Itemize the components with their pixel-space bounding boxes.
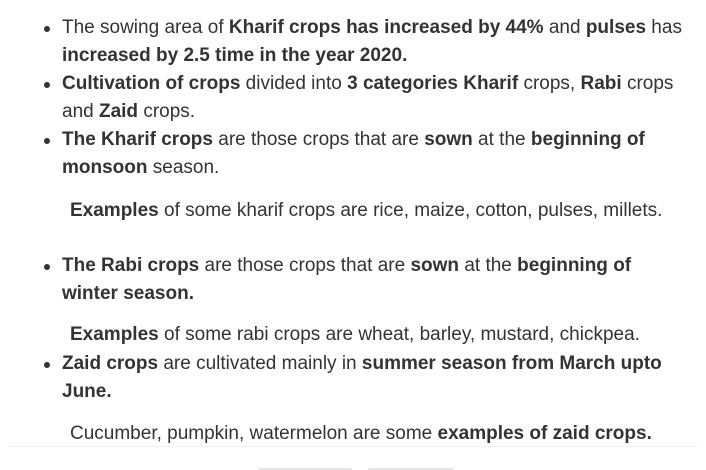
zaid-examples-paragraph: Cucumber, pumpkin, watermelon are some e… [8,420,698,448]
bold-text: Examples [70,324,159,345]
bold-text: Zaid crops [62,353,159,374]
paragraph-text: Cucumber, pumpkin, watermelon are some e… [70,423,652,444]
list-item-text: The Kharif crops are those crops that ar… [62,129,645,178]
paragraph-text: Examples of some rabi crops are wheat, b… [70,324,640,345]
list-item-text: Cultivation of crops divided into 3 cate… [62,73,673,122]
list-item-text: The Rabi crops are those crops that are … [62,255,631,304]
list-item-kharif-crops: The Kharif crops are those crops that ar… [0,126,682,182]
text-run: at the [472,129,531,150]
bold-text: Zaid [98,101,139,122]
text-run: at the [459,255,518,276]
bold-text: Rabi [580,73,622,94]
text-run: are cultivated mainly in [158,353,362,374]
bullet-dot [44,138,50,144]
list-item-zaid-crops: Zaid crops are cultivated mainly in summ… [0,350,682,406]
bold-text: sown [410,255,460,276]
bold-text: The Kharif crops [62,129,213,150]
bold-text: summer season from March upto June. [62,353,662,402]
button-edge[interactable] [368,468,454,470]
bold-text: beginning of monsoon [62,129,645,178]
bold-text: increased by 2.5 time in the year 2020. [62,45,408,66]
list-item-rabi-crops: The Rabi crops are those crops that are … [0,252,682,308]
bullet-dot [44,362,50,368]
bold-text: Cultivation of crops [62,73,241,94]
bullet-dot [44,26,50,32]
kharif-examples-paragraph: Examples of some kharif crops are rice, … [8,197,698,225]
text-run: season. [147,157,220,178]
text-run: of some kharif crops are rice, maize, co… [158,200,663,221]
divider [8,446,698,447]
text-run: of some rabi crops are wheat, barley, mu… [158,324,640,345]
bold-text: Examples [70,200,159,221]
bold-text: sown [424,129,473,150]
list-item-text: Zaid crops are cultivated mainly in summ… [62,353,662,402]
bold-text: pulses [585,17,647,38]
button-edge[interactable] [258,468,352,470]
list-item-cultivation-categories: Cultivation of crops divided into 3 cate… [0,70,682,126]
text-run: are those crops that are [199,255,411,276]
bullet-list-crop-facts: The sowing area of Kharif crops has incr… [0,14,706,182]
rabi-examples-paragraph: Examples of some rabi crops are wheat, b… [8,321,698,349]
text-run: Cucumber, pumpkin, watermelon are some [70,423,438,444]
text-run: The sowing area of [62,17,229,38]
text-run: crops, [518,73,581,94]
list-item-sowing-area: The sowing area of Kharif crops has incr… [0,14,682,70]
text-run: and [543,17,586,38]
bullet-dot [44,264,50,270]
text-run: has [646,17,682,38]
bold-text: examples of zaid crops. [437,423,652,444]
text-run: crops. [138,101,196,122]
text-run: crops and [62,73,674,122]
text-run: divided into [240,73,348,94]
bold-text: beginning of winter season. [62,255,632,304]
bold-text: Kharif crops has increased by 44% [228,17,544,38]
text-run: are those crops that are [212,129,425,150]
bullet-list-rabi: The Rabi crops are those crops that are … [0,252,706,308]
list-item-text: The sowing area of Kharif crops has incr… [62,17,682,66]
bold-text: 3 categories Kharif [347,73,519,94]
paragraph-text: Examples of some kharif crops are rice, … [70,200,662,221]
bullet-list-zaid: Zaid crops are cultivated mainly in summ… [0,350,706,406]
bold-text: The Rabi crops [62,255,200,276]
bullet-dot [44,82,50,88]
